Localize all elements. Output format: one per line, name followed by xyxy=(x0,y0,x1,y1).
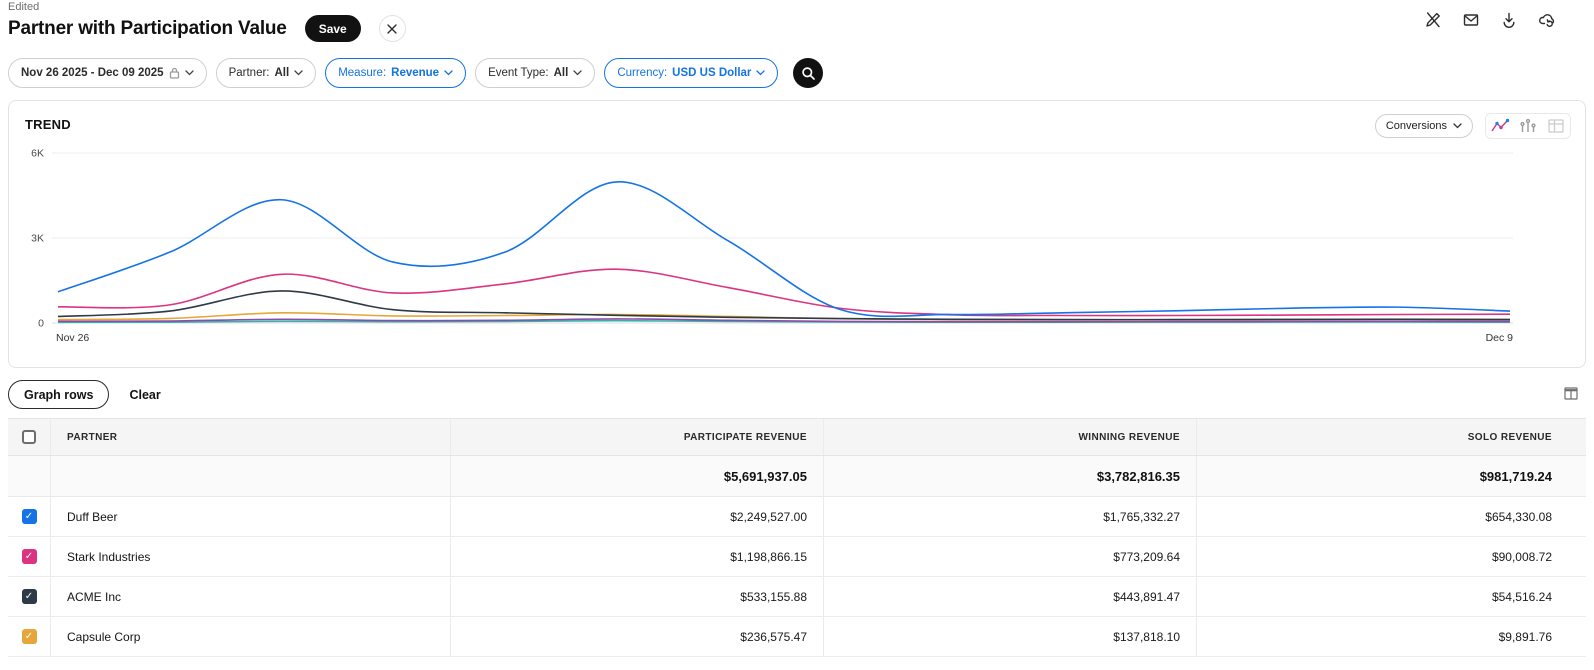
graph-rows-button[interactable]: Graph rows xyxy=(8,380,110,409)
filter-label: Partner: xyxy=(228,67,270,79)
table-row: ✓ ACME Inc $533,155.88 $443,891.47 $54,5… xyxy=(8,577,1586,617)
winning-revenue-value: $443,891.47 xyxy=(823,577,1196,616)
filter-value: Revenue xyxy=(391,67,440,79)
column-header-partner[interactable]: PARTNER xyxy=(50,419,450,455)
table-toolbar: Graph rows Clear xyxy=(8,380,1586,409)
filter-label: Event Type: xyxy=(488,67,549,79)
participate-revenue-value: $533,155.88 xyxy=(450,577,823,616)
chevron-down-icon xyxy=(756,70,766,76)
bar-chart-icon[interactable] xyxy=(1514,114,1542,138)
table-header-row: PARTNER PARTICIPATE REVENUE WINNING REVE… xyxy=(8,418,1586,456)
chevron-down-icon xyxy=(573,70,582,76)
trend-chart[interactable]: 0 3K 6K Nov 26 Dec 9 xyxy=(9,145,1585,355)
close-button[interactable] xyxy=(378,15,406,42)
participate-revenue-value: $1,198,866.15 xyxy=(450,537,823,576)
measure-filter[interactable]: Measure: Revenue xyxy=(325,58,467,88)
solo-revenue-value: $54,516.24 xyxy=(1196,577,1586,616)
chevron-down-icon xyxy=(294,70,303,76)
chart-type-toggle xyxy=(1485,113,1571,139)
cloud-sync-icon[interactable] xyxy=(1538,11,1556,29)
date-range-label: Nov 26 2025 - Dec 09 2025 xyxy=(21,67,164,79)
row-checkbox[interactable]: ✓ xyxy=(21,549,37,564)
search-icon xyxy=(802,66,815,80)
total-solo-revenue: $981,719.24 xyxy=(1196,456,1586,496)
chevron-down-icon xyxy=(444,70,453,76)
table-row: ✓ Stark Industries $1,198,866.15 $773,20… xyxy=(8,537,1586,577)
top-toolbar xyxy=(1424,11,1556,29)
participate-revenue-value: $236,575.47 xyxy=(450,617,823,656)
svg-text:6K: 6K xyxy=(31,148,44,160)
filter-value: All xyxy=(553,67,569,79)
filter-label: Measure: xyxy=(338,67,387,79)
clear-button[interactable]: Clear xyxy=(129,387,161,402)
header: Edited Partner with Participation Value … xyxy=(8,1,406,42)
table-view-icon[interactable] xyxy=(1542,114,1570,138)
totals-row: $5,691,937.05 $3,782,816.35 $981,719.24 xyxy=(8,456,1586,497)
svg-text:3K: 3K xyxy=(31,233,44,245)
partner-name: ACME Inc xyxy=(50,577,450,616)
column-header-solo-revenue[interactable]: SOLO REVENUE xyxy=(1196,419,1586,455)
email-icon[interactable] xyxy=(1462,11,1480,29)
winning-revenue-value: $773,209.64 xyxy=(823,537,1196,576)
chevron-down-icon xyxy=(184,70,194,76)
solo-revenue-value: $9,891.76 xyxy=(1196,617,1586,656)
total-winning-revenue: $3,782,816.35 xyxy=(823,456,1196,496)
row-checkbox[interactable]: ✓ xyxy=(21,589,37,604)
chevron-down-icon xyxy=(1453,123,1462,129)
filter-label: Currency: xyxy=(617,67,668,79)
solo-revenue-value: $654,330.08 xyxy=(1196,497,1586,536)
metric-dropdown[interactable]: Conversions xyxy=(1374,114,1473,138)
column-header-winning-revenue[interactable]: WINNING REVENUE xyxy=(823,419,1196,455)
svg-text:Nov 26: Nov 26 xyxy=(56,332,89,344)
trend-panel: TREND Conversions xyxy=(8,100,1586,368)
date-range-filter[interactable]: Nov 26 2025 - Dec 09 2025 xyxy=(8,58,207,88)
event-type-filter[interactable]: Event Type: All xyxy=(475,58,596,88)
svg-text:Dec 9: Dec 9 xyxy=(1486,332,1514,344)
column-header-participate-revenue[interactable]: PARTICIPATE REVENUE xyxy=(450,419,823,455)
line-chart-icon[interactable] xyxy=(1486,114,1514,138)
trend-title: TREND xyxy=(25,117,71,132)
row-checkbox[interactable]: ✓ xyxy=(21,629,37,644)
search-button[interactable] xyxy=(793,58,824,88)
filter-bar: Nov 26 2025 - Dec 09 2025 Partner: All M… xyxy=(8,58,824,88)
winning-revenue-value: $1,765,332.27 xyxy=(823,497,1196,536)
partner-table: PARTNER PARTICIPATE REVENUE WINNING REVE… xyxy=(8,418,1586,657)
column-settings-icon[interactable] xyxy=(1562,386,1580,404)
solo-revenue-value: $90,008.72 xyxy=(1196,537,1586,576)
download-icon[interactable] xyxy=(1500,11,1518,29)
partner-name: Stark Industries xyxy=(50,537,450,576)
filter-value: USD US Dollar xyxy=(672,67,752,79)
participate-revenue-value: $2,249,527.00 xyxy=(450,497,823,536)
partner-filter[interactable]: Partner: All xyxy=(215,58,317,88)
select-all-checkbox[interactable] xyxy=(22,430,36,444)
metric-dropdown-value: Conversions xyxy=(1385,120,1447,132)
close-icon xyxy=(387,23,397,34)
partner-name: Capsule Corp xyxy=(50,617,450,656)
svg-text:0: 0 xyxy=(38,318,44,330)
total-participate-revenue: $5,691,937.05 xyxy=(450,456,823,496)
table-row: ✓ Duff Beer $2,249,527.00 $1,765,332.27 … xyxy=(8,497,1586,537)
partner-name: Duff Beer xyxy=(50,497,450,536)
annotation-off-icon[interactable] xyxy=(1424,11,1442,29)
currency-filter[interactable]: Currency: USD US Dollar xyxy=(604,58,779,88)
filter-value: All xyxy=(274,67,290,79)
winning-revenue-value: $137,818.10 xyxy=(823,617,1196,656)
row-checkbox[interactable]: ✓ xyxy=(21,509,37,524)
page-title: Partner with Participation Value xyxy=(8,17,287,39)
save-button[interactable]: Save xyxy=(304,15,361,42)
table-row: ✓ Capsule Corp $236,575.47 $137,818.10 $… xyxy=(8,617,1586,657)
edited-status: Edited xyxy=(8,1,40,13)
lock-icon xyxy=(169,67,179,79)
